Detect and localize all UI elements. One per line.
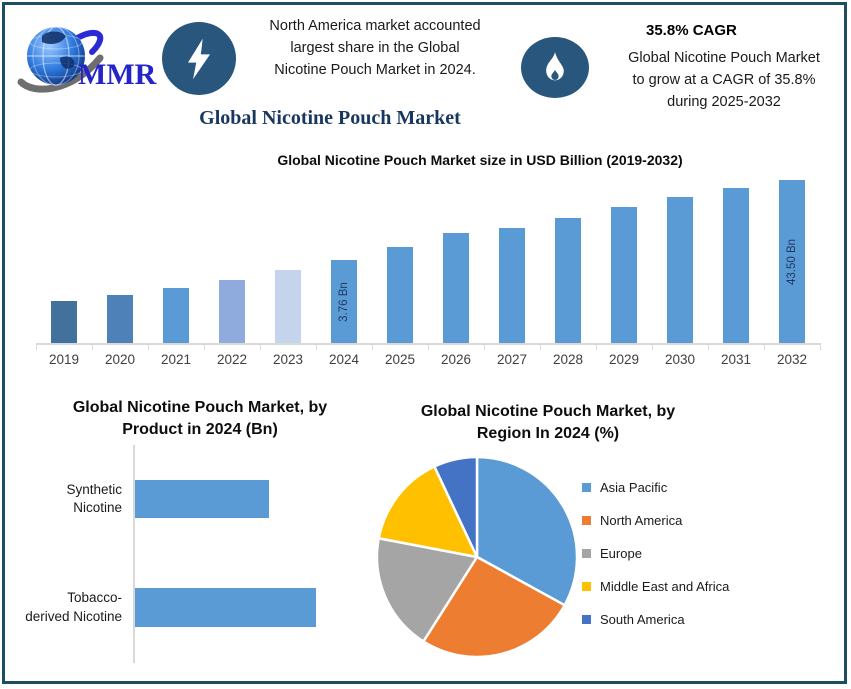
x-tick-label: 2021 [160, 352, 192, 367]
legend-label: North America [600, 513, 683, 528]
axis-tick [428, 343, 429, 350]
pie-chart-title: Global Nicotine Pouch Market, by Region … [420, 403, 676, 442]
bar-2020 [107, 295, 133, 343]
legend-item: North America [582, 504, 729, 537]
x-tick-label: 2026 [440, 352, 472, 367]
x-tick-label: 2025 [384, 352, 416, 367]
x-tick-label: 2030 [664, 352, 696, 367]
legend-item: Middle East and Africa [582, 570, 729, 603]
bar-2025 [387, 247, 413, 343]
x-tick-label: 2023 [272, 352, 304, 367]
bar-2024: 3.76 Bn [331, 260, 357, 343]
legend-swatch-icon [582, 483, 591, 492]
x-tick-label: 2029 [608, 352, 640, 367]
cagr-heading: 35.8% CAGR [646, 22, 737, 39]
axis-tick [708, 343, 709, 350]
bar-synthetic-nicotine [135, 480, 269, 518]
axis-tick [764, 343, 765, 350]
legend-label: Europe [600, 546, 642, 561]
category-label: Tobacco- derived Nicotine [25, 590, 122, 624]
legend-swatch-icon [582, 516, 591, 525]
bar-2022 [219, 280, 245, 343]
x-tick-label: 2028 [552, 352, 584, 367]
pie-slice-asia-pacific [475, 455, 579, 607]
region-pie-chart: Global Nicotine Pouch Market, by Region … [360, 385, 851, 685]
bar-tobacco-derived-nicotine [135, 588, 316, 627]
pie [373, 453, 581, 661]
bar-2032: 43.50 Bn [779, 180, 805, 343]
logo-text: MMR [78, 58, 157, 91]
legend-swatch-icon [582, 549, 591, 558]
bar-2031 [723, 188, 749, 343]
axis-tick [148, 343, 149, 350]
category-label: Synthetic Nicotine [66, 481, 122, 515]
globe-icon: MMR [17, 26, 157, 93]
cagr-text: Global Nicotine Pouch Market to grow at … [628, 50, 820, 110]
bar-value-label: 3.76 Bn [338, 281, 350, 322]
legend-label: South America [600, 612, 685, 627]
bar-2027 [499, 228, 525, 343]
legend-item: Asia Pacific [582, 471, 729, 504]
x-tick-label: 2032 [776, 352, 808, 367]
cagr-block: 35.8% CAGR Global Nicotine Pouch Market … [600, 22, 848, 113]
bar-2019 [51, 301, 77, 343]
legend-label: Middle East and Africa [600, 579, 730, 594]
bar-2030 [667, 197, 693, 343]
x-tick-label: 2024 [328, 352, 360, 367]
legend-item: Europe [582, 537, 729, 570]
bar-2021 [163, 288, 189, 343]
product-bar-chart: Global Nicotine Pouch Market, by Product… [0, 385, 362, 685]
market-size-bar-chart: Global Nicotine Pouch Market size in USD… [0, 145, 851, 385]
axis-tick [820, 343, 821, 350]
axis-tick [260, 343, 261, 350]
flame-icon [521, 37, 589, 98]
x-tick-label: 2031 [720, 352, 752, 367]
bar-value-label: 43.50 Bn [786, 238, 798, 285]
bar-2028 [555, 218, 581, 343]
y-axis-line [133, 445, 135, 663]
pie-slice-middle-east-and-africa [377, 465, 479, 559]
x-tick-label: 2022 [216, 352, 248, 367]
axis-tick [652, 343, 653, 350]
pie-slice-north-america [422, 555, 566, 659]
bar-chart-plot: 2019 2020 2021 2022 2023 3.76 Bn 2024 2025 2026 2… [36, 145, 826, 385]
pie-slice-europe [375, 537, 479, 643]
bar-2029 [611, 207, 637, 343]
x-tick-label: 2019 [48, 352, 80, 367]
product-chart-title: Global Nicotine Pouch Market, by Product… [72, 399, 328, 438]
legend-item: South America [582, 603, 729, 636]
axis-tick [484, 343, 485, 350]
axis-tick [92, 343, 93, 350]
page-title: Global Nicotine Pouch Market [199, 107, 461, 129]
bar-2026 [443, 233, 469, 343]
axis-tick [36, 343, 37, 350]
bar-chart-title: Global Nicotine Pouch Market size in USD… [277, 152, 683, 168]
axis-tick [204, 343, 205, 350]
axis-tick [372, 343, 373, 350]
axis-tick [316, 343, 317, 350]
axis-tick [540, 343, 541, 350]
legend-swatch-icon [582, 582, 591, 591]
legend-swatch-icon [582, 615, 591, 624]
axis-tick [596, 343, 597, 350]
lightning-icon [162, 22, 236, 95]
highlight-text: North America market accounted largest s… [269, 18, 481, 78]
x-tick-label: 2027 [496, 352, 528, 367]
product-chart-plot: Synthetic Nicotine Tobacco- derived Nicot… [0, 385, 362, 685]
bar-2023 [275, 270, 301, 343]
legend-label: Asia Pacific [600, 480, 668, 495]
mmr-logo: MMR [16, 18, 166, 98]
pie-legend: Asia Pacific North America Europe Middle Ea… [582, 471, 729, 636]
pie-slice-south-america [433, 455, 479, 559]
x-tick-label: 2020 [104, 352, 136, 367]
